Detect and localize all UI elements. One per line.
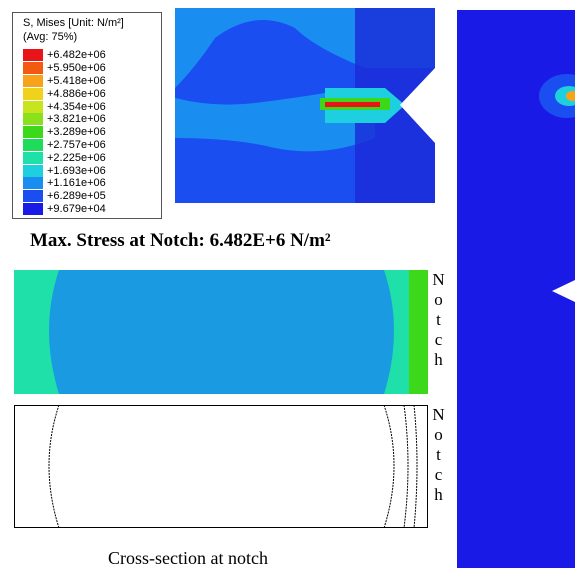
legend-row: +2.225e+06 xyxy=(23,151,106,164)
legend-swatch xyxy=(23,177,43,189)
legend: S, Mises [Unit: N/m²] (Avg: 75%) +6.482e… xyxy=(12,12,162,219)
legend-label: +2.225e+06 xyxy=(47,152,106,164)
legend-swatch xyxy=(23,113,43,125)
legend-row: +4.354e+06 xyxy=(23,100,106,113)
legend-row: +4.886e+06 xyxy=(23,87,106,100)
notch-contour xyxy=(175,8,435,203)
legend-unit: [Unit: N/m²] xyxy=(68,17,124,29)
legend-row: +3.289e+06 xyxy=(23,126,106,139)
cross-section-contour xyxy=(14,270,428,394)
legend-title: S, Mises [Unit: N/m²] xyxy=(23,17,124,29)
legend-label: +6.289e+05 xyxy=(47,190,106,202)
legend-label: +3.289e+06 xyxy=(47,126,106,138)
legend-row: +9.679e+04 xyxy=(23,203,106,216)
legend-label: +3.821e+06 xyxy=(47,113,106,125)
legend-swatch xyxy=(23,75,43,87)
legend-swatch xyxy=(23,62,43,74)
legend-rows: +6.482e+06+5.950e+06+5.418e+06+4.886e+06… xyxy=(23,49,106,215)
legend-row: +5.950e+06 xyxy=(23,62,106,75)
legend-label: +9.679e+04 xyxy=(47,203,106,215)
legend-label: +4.886e+06 xyxy=(47,88,106,100)
legend-label: +6.482e+06 xyxy=(47,49,106,61)
legend-label: +5.950e+06 xyxy=(47,62,106,74)
legend-label: +1.693e+06 xyxy=(47,165,106,177)
legend-row: +3.821e+06 xyxy=(23,113,106,126)
legend-label: +4.354e+06 xyxy=(47,101,106,113)
legend-label: +5.418e+06 xyxy=(47,75,106,87)
legend-label: +1.161e+06 xyxy=(47,177,106,189)
legend-swatch xyxy=(23,139,43,151)
legend-swatch xyxy=(23,101,43,113)
legend-title-text: S, Mises xyxy=(23,17,65,29)
legend-swatch xyxy=(23,126,43,138)
figure: S, Mises [Unit: N/m²] (Avg: 75%) +6.482e… xyxy=(0,0,578,571)
legend-average: (Avg: 75%) xyxy=(23,31,77,43)
notch-label: Notch xyxy=(428,405,448,505)
legend-swatch xyxy=(23,152,43,164)
headline: Max. Stress at Notch: 6.482E+6 N/m² xyxy=(30,230,331,252)
legend-row: +1.161e+06 xyxy=(23,177,106,190)
legend-swatch xyxy=(23,165,43,177)
legend-label: +2.757e+06 xyxy=(47,139,106,151)
legend-row: +2.757e+06 xyxy=(23,139,106,152)
legend-swatch xyxy=(23,49,43,61)
specimen-contour xyxy=(457,10,575,568)
caption: Cross-section at notch xyxy=(108,548,268,569)
legend-swatch xyxy=(23,190,43,202)
legend-row: +6.289e+05 xyxy=(23,190,106,203)
legend-swatch xyxy=(23,203,43,215)
legend-row: +5.418e+06 xyxy=(23,75,106,88)
cross-section-outline xyxy=(14,405,428,528)
legend-row: +6.482e+06 xyxy=(23,49,106,62)
notch-label: Notch xyxy=(428,270,448,370)
legend-swatch xyxy=(23,88,43,100)
legend-row: +1.693e+06 xyxy=(23,164,106,177)
